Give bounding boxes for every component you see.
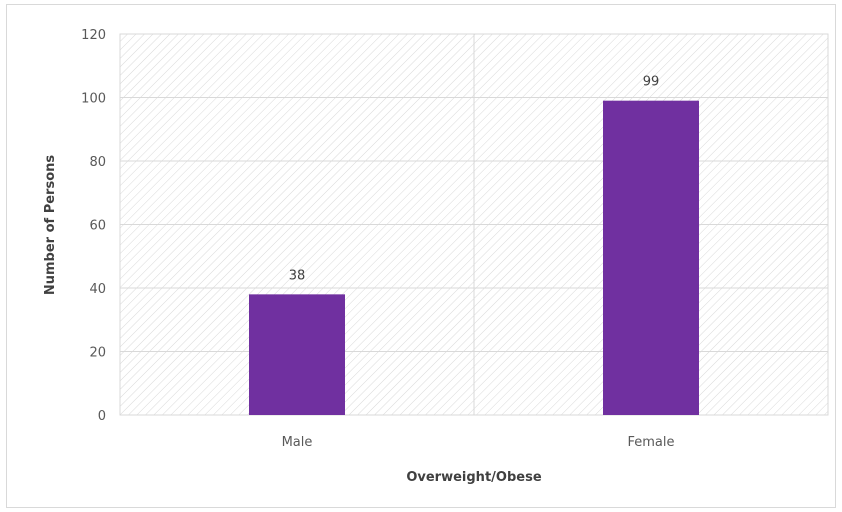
x-tick-label-male: Male <box>282 435 313 450</box>
y-tick-label: 60 <box>89 219 106 234</box>
x-axis-ticks: Male Female <box>282 435 675 450</box>
data-label-female: 99 <box>643 75 660 90</box>
x-tick-label-female: Female <box>627 435 674 450</box>
bars <box>249 100 699 416</box>
y-axis-ticks: 0 20 40 60 80 100 120 <box>81 28 106 424</box>
y-tick-label: 40 <box>89 282 106 297</box>
y-tick-label: 100 <box>81 92 106 107</box>
data-label-male: 38 <box>289 268 306 283</box>
y-tick-label: 20 <box>89 346 106 361</box>
y-tick-label: 80 <box>89 155 106 170</box>
y-axis-title: Number of Persons <box>43 155 58 296</box>
y-tick-label: 120 <box>81 28 106 43</box>
y-tick-label: 0 <box>98 409 106 424</box>
x-axis-title: Overweight/Obese <box>406 470 541 485</box>
bar-female <box>603 100 699 416</box>
gridlines <box>120 33 828 352</box>
data-labels: 38 99 <box>289 75 660 284</box>
bar-male <box>249 294 345 415</box>
